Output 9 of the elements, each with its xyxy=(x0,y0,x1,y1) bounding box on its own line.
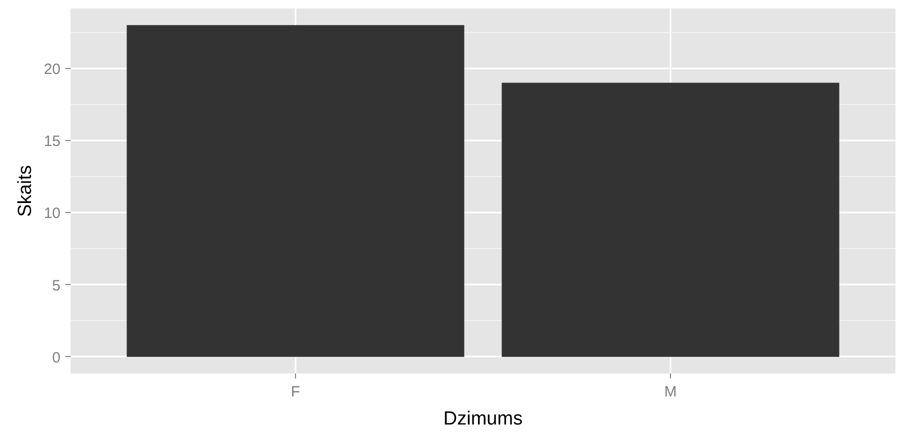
y-tick-label: 20 xyxy=(44,60,61,78)
y-tick-label: 5 xyxy=(52,277,60,294)
y-tick-label: 10 xyxy=(44,205,61,222)
x-tick-label: F xyxy=(290,384,300,400)
y-axis-title: Skaits xyxy=(14,165,36,217)
x-axis-title: Dzimums xyxy=(443,408,523,430)
y-tick-label: 0 xyxy=(52,349,60,366)
x-tick-label: M xyxy=(664,384,677,400)
y-tick-label: 15 xyxy=(44,133,61,150)
